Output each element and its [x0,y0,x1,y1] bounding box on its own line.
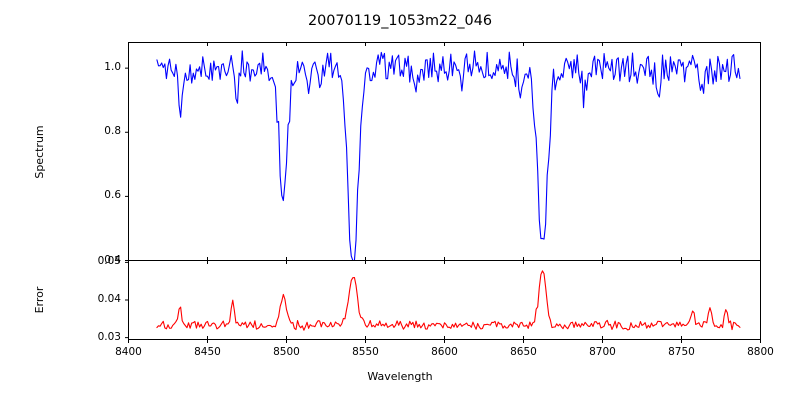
xtick-label-1: 8450 [194,345,221,358]
ytick-label-spectrum-1: 0.6 [104,189,121,202]
ytick-label-spectrum-3: 1.0 [104,61,121,74]
page-title: 20070119_1053m22_046 [307,13,493,29]
ytick-label-error-1: 0.04 [97,293,121,305]
ylabel-error: Error [33,286,46,314]
xtick-label-3: 8550 [352,345,379,358]
axes-frame-error [128,260,761,340]
ytick-label-error-0: 0.03 [97,330,121,343]
xtick-label-8: 8800 [747,345,774,358]
xtick-label-6: 8700 [589,345,616,358]
xtick-label-7: 8750 [668,345,695,358]
xlabel: Wavelength [367,370,433,383]
xtick-label-2: 8500 [273,345,300,358]
ytick-label-spectrum-0: 0.4 [104,253,121,266]
axes-frame-spectrum [128,42,761,261]
ytick-label-error-2: 0.05 [97,255,121,268]
ytick-label-spectrum-2: 0.8 [104,125,121,138]
ylabel-spectrum: Spectrum [33,124,46,179]
xtick-label-0: 8400 [115,345,142,358]
data-series-error [156,270,741,331]
xtick-label-5: 8650 [510,345,537,358]
data-series-spectrum [156,50,741,261]
xtick-label-4: 8600 [431,345,458,358]
